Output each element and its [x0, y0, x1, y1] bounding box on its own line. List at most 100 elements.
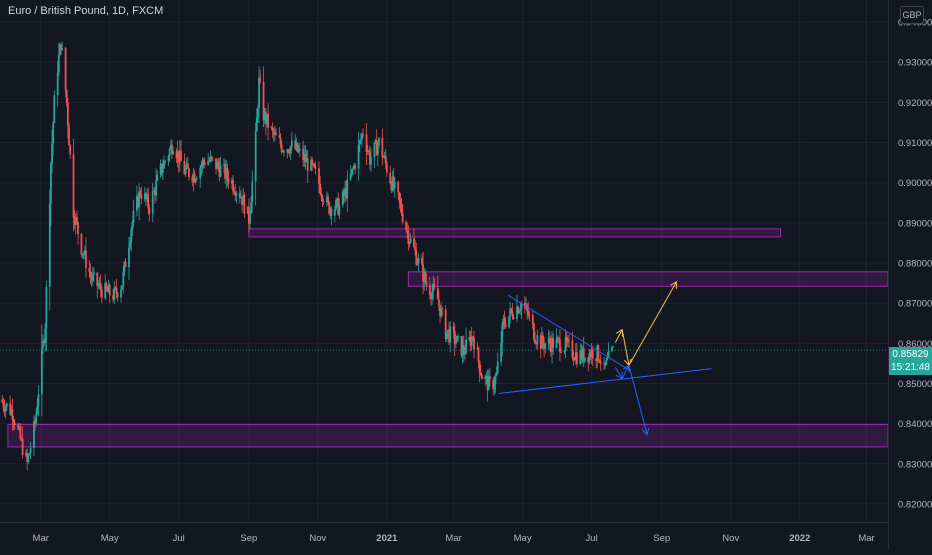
candle-body — [565, 337, 568, 343]
candle-body — [392, 176, 395, 189]
x-tick-label: 2022 — [789, 533, 810, 544]
candle-body — [304, 154, 307, 163]
currency-button[interactable]: GBP — [900, 6, 924, 24]
candle-body — [1, 399, 4, 402]
candle-body — [563, 350, 566, 353]
candle-body — [494, 375, 497, 385]
candle-body — [10, 409, 13, 415]
ascending-trendline — [498, 368, 712, 395]
candle-body — [80, 233, 83, 255]
candle-body — [322, 201, 325, 202]
descending-trendline — [507, 294, 631, 372]
candle-body — [439, 304, 441, 317]
candle-body — [471, 336, 474, 338]
candle-body — [199, 168, 202, 179]
candle-body — [321, 195, 324, 202]
candle-body — [27, 455, 30, 462]
candle-body — [430, 295, 432, 299]
candle-body — [477, 348, 480, 362]
candle-body — [320, 193, 323, 196]
candle-body — [48, 203, 51, 287]
symbol-title[interactable]: Euro / British Pound, 1D, FXCM — [8, 5, 164, 17]
bull-arrow-small-head — [616, 328, 623, 337]
candle-body — [184, 168, 187, 175]
candle-body — [273, 132, 276, 135]
candle-body — [306, 158, 309, 171]
bear-arrow-main — [628, 365, 648, 435]
candle-body — [13, 422, 16, 426]
candle-body — [51, 143, 53, 164]
candle-body — [486, 375, 489, 391]
candle-body — [310, 159, 312, 171]
y-tick-label: 0.82000 — [898, 499, 932, 510]
candle-body — [99, 282, 102, 290]
candle-body — [389, 172, 392, 184]
candle-body — [335, 200, 337, 210]
candle-body — [305, 158, 308, 163]
candle-body — [92, 272, 95, 276]
candle-body — [580, 350, 583, 360]
candle-body — [542, 335, 544, 344]
candle-body — [588, 353, 591, 363]
candle-body — [271, 127, 274, 131]
candle-body — [217, 161, 220, 167]
x-tick-label: Nov — [309, 533, 326, 544]
candle-body — [130, 229, 133, 243]
candle-body — [581, 347, 584, 360]
candle-body — [473, 337, 475, 350]
candle-body — [175, 151, 178, 159]
candle-body — [447, 329, 449, 333]
candle-body — [527, 310, 530, 316]
candle-body — [147, 194, 150, 208]
candle-body — [314, 167, 317, 169]
candle-body — [203, 162, 206, 165]
candle-body — [34, 421, 36, 424]
candle-body — [496, 361, 499, 373]
y-tick-label: 0.91000 — [898, 138, 932, 149]
candle-body — [223, 164, 225, 166]
candle-body — [480, 375, 483, 380]
candle-body — [345, 188, 348, 198]
candle-body — [191, 177, 194, 182]
candle-body — [479, 372, 482, 376]
candle-body — [82, 254, 85, 256]
candle-body — [168, 148, 171, 157]
candle-body — [502, 318, 505, 325]
candle-body — [192, 173, 195, 182]
bear-arrow-small — [614, 367, 623, 379]
candle-body — [500, 342, 503, 362]
candle-body — [81, 254, 84, 255]
candle-body — [576, 352, 578, 364]
candle-body — [415, 250, 418, 265]
candle-body — [557, 337, 560, 339]
bull-arrow-main-head — [670, 281, 678, 289]
candle-body — [259, 77, 262, 82]
candle-body — [151, 191, 154, 214]
candle-body — [518, 310, 521, 314]
candle-body — [587, 357, 590, 363]
candle-body — [413, 238, 415, 248]
candle-body — [319, 183, 322, 194]
candle-body — [539, 335, 542, 349]
candle-body — [128, 247, 130, 268]
candle-body — [544, 343, 547, 349]
candle-body — [533, 323, 535, 340]
candle-body — [552, 337, 555, 348]
candle-body — [312, 163, 315, 165]
candle-body — [161, 168, 164, 173]
candle-body — [59, 44, 61, 56]
candle-body — [272, 130, 275, 135]
candle-body — [424, 271, 427, 282]
y-tick-label: 0.85000 — [898, 379, 932, 390]
candle-body — [61, 48, 64, 50]
candle-body — [376, 145, 379, 156]
candle-body — [185, 163, 188, 169]
candle-body — [583, 357, 586, 362]
candle-body — [264, 111, 267, 124]
candle-body — [289, 146, 292, 154]
candle-body — [547, 338, 550, 344]
candle-body — [163, 160, 165, 169]
resistance-zone-upper — [248, 228, 782, 238]
